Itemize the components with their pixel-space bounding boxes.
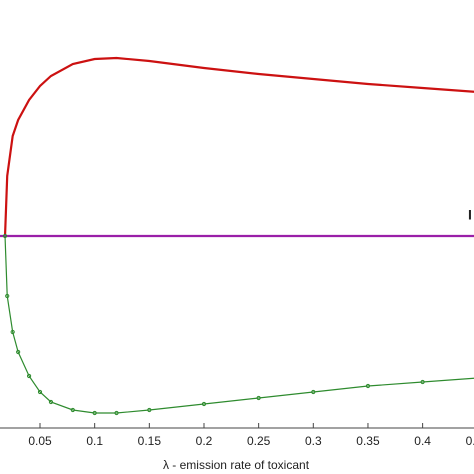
marker: [365, 383, 371, 389]
x-tick-label: 0.2: [196, 434, 213, 448]
x-axis-label: λ - emission rate of toxicant: [163, 458, 310, 472]
x-tick-label: 0.4: [414, 434, 431, 448]
marker: [37, 389, 43, 395]
marker: [26, 373, 32, 379]
marker: [5, 293, 10, 299]
x-tick-label: 0.15: [138, 434, 162, 448]
marker: [114, 410, 119, 416]
x-tick-label: 0.05: [28, 434, 52, 448]
marker: [48, 399, 54, 405]
marker: [256, 395, 261, 401]
x-tick-label: 0.25: [247, 434, 271, 448]
x-tick-label: 0.35: [356, 434, 380, 448]
marker: [92, 410, 97, 416]
marker: [16, 349, 21, 355]
marker: [70, 407, 75, 413]
marker: [420, 379, 425, 385]
x-tick-label: 0.3: [305, 434, 322, 448]
series-line: [4, 235, 474, 414]
x-tick-label: 0.1: [86, 434, 103, 448]
marker: [311, 389, 316, 395]
marker: [10, 329, 15, 335]
marker: [2, 233, 8, 239]
x-tick-label: 0.45: [466, 434, 474, 448]
annotation: I: [468, 207, 472, 223]
marker: [201, 401, 207, 407]
marker: [147, 407, 152, 413]
series-line: [3, 56, 474, 237]
